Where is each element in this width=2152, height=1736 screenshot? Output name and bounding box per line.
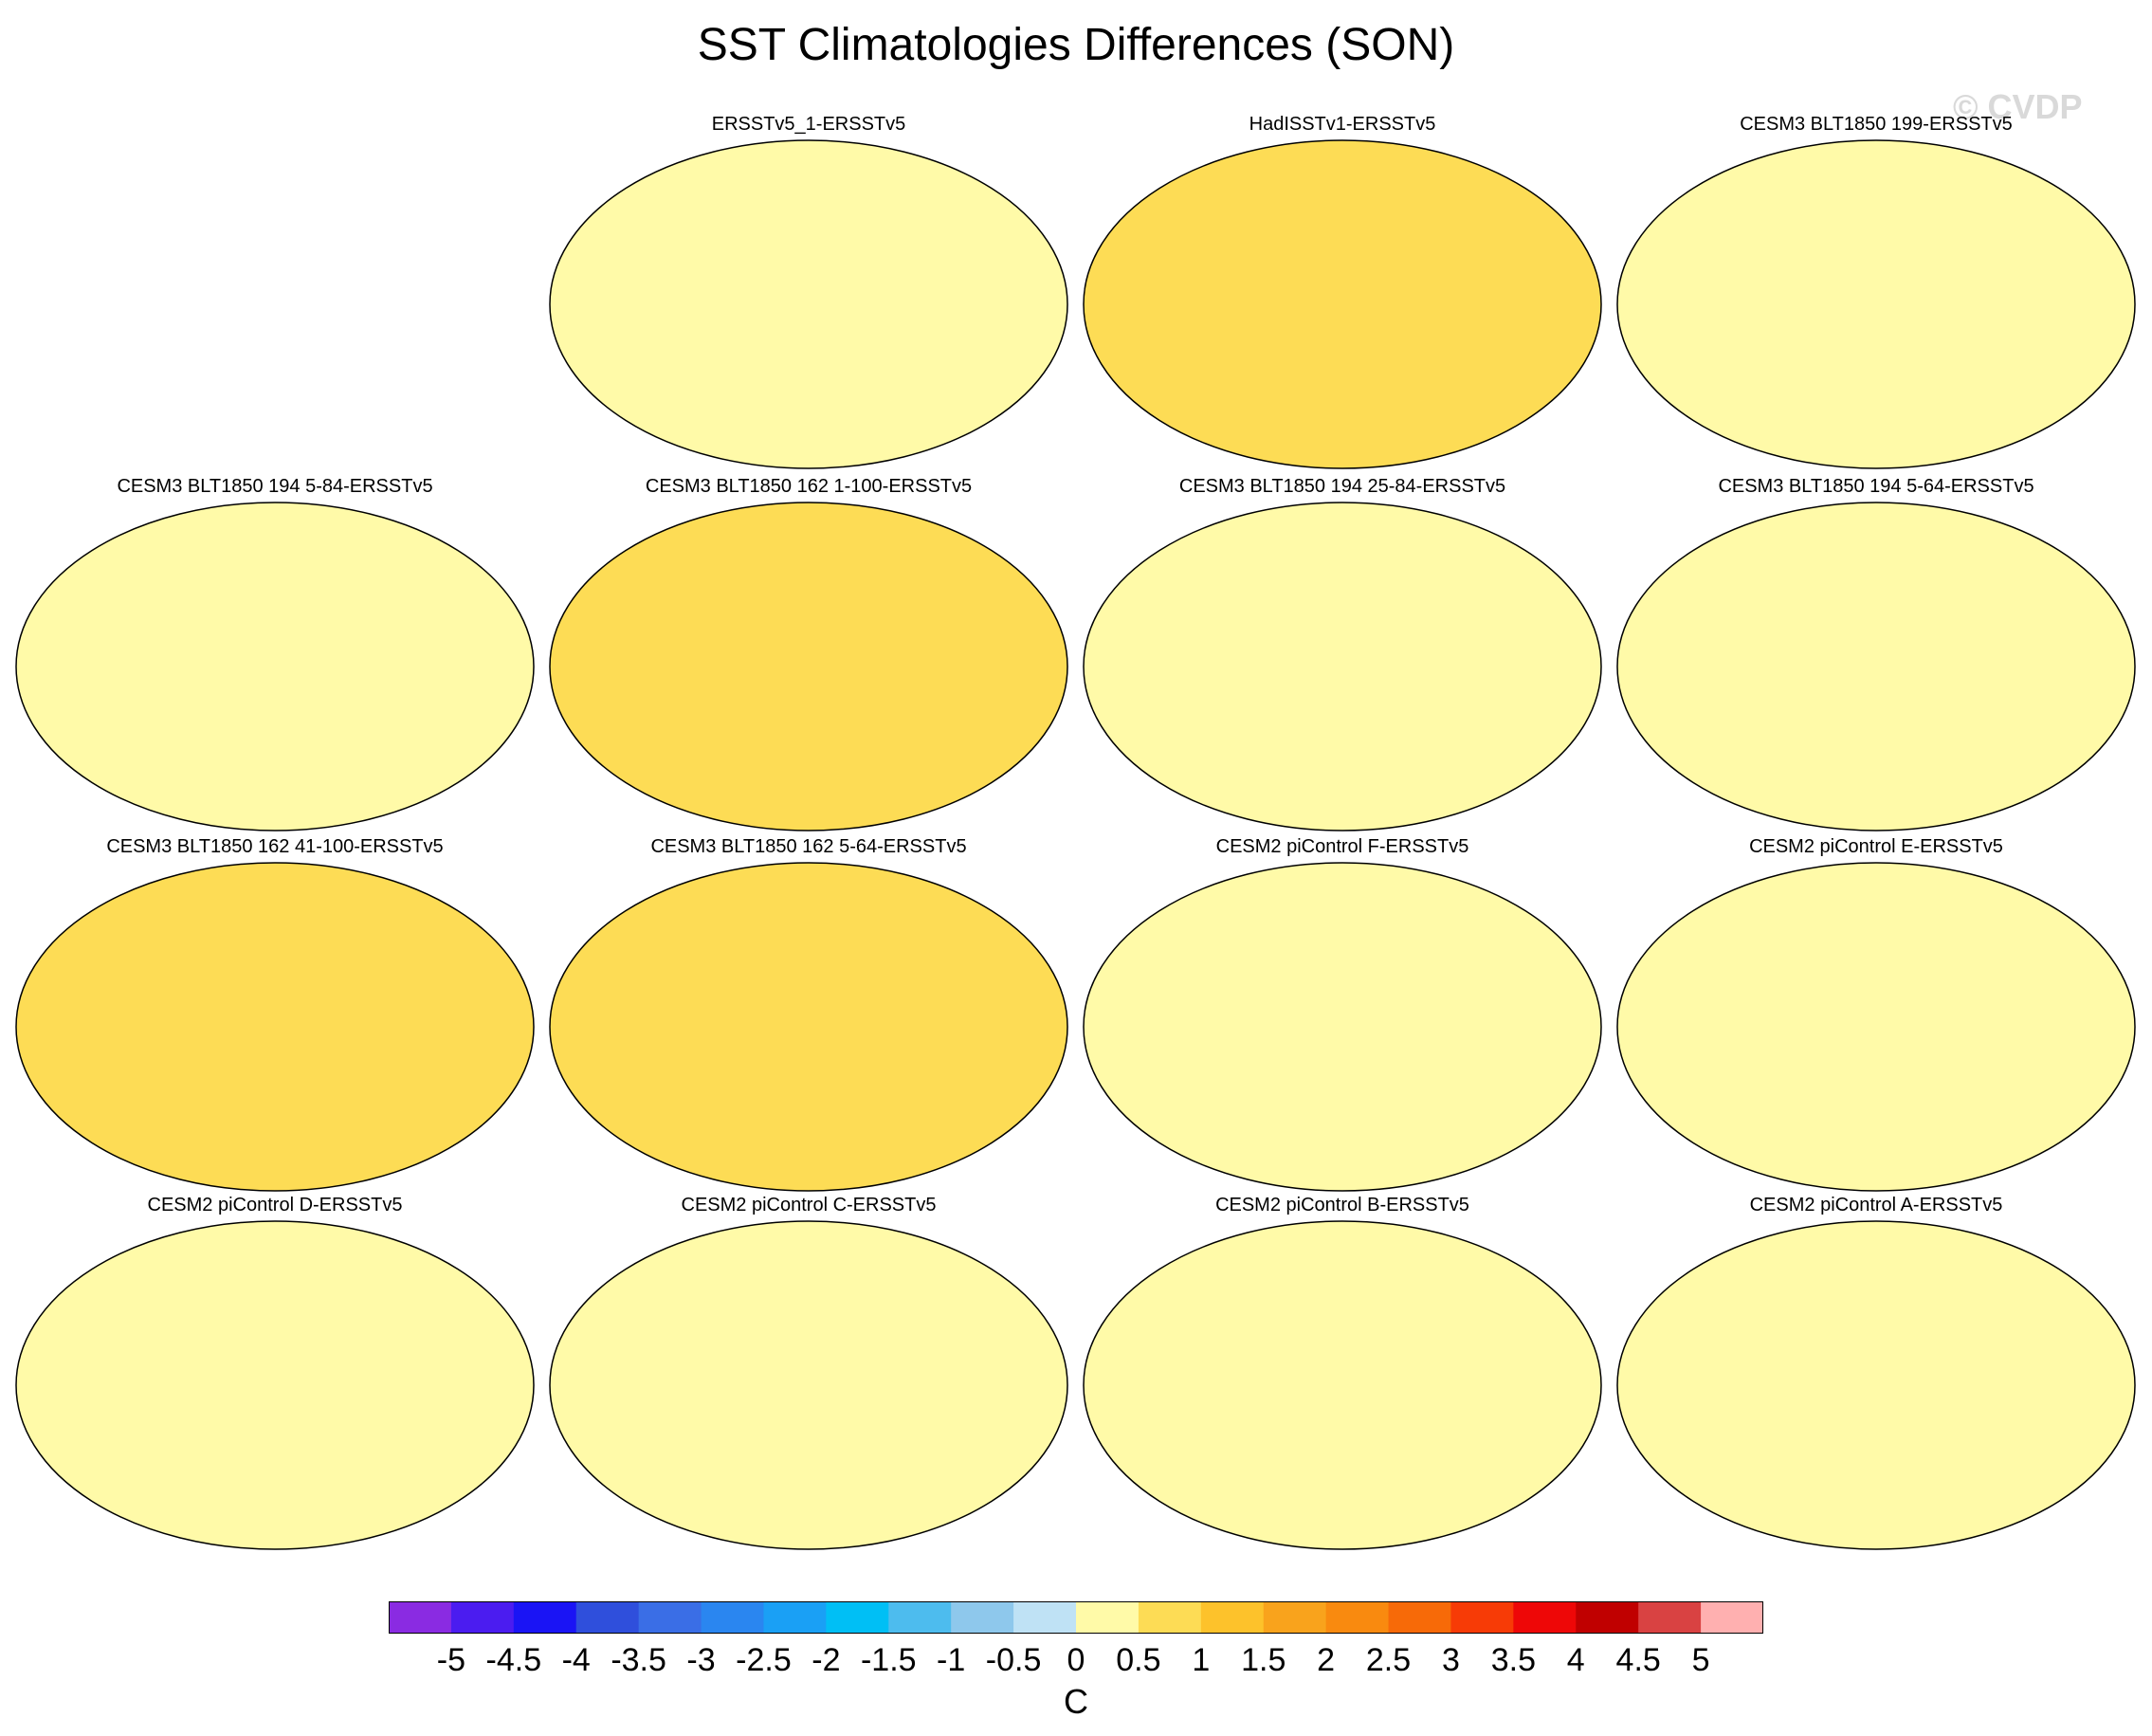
colorbar-swatch (951, 1601, 1014, 1634)
map-panel: CESM3 BLT1850 199-ERSSTv5 (1611, 114, 2142, 476)
panel-title: CESM3 BLT1850 162 41-100-ERSSTv5 (106, 836, 444, 857)
map-panel: HadISSTv1-ERSSTv5 (1077, 114, 1608, 476)
sst-difference-map (549, 862, 1068, 1192)
panel-title: CESM2 piControl B-ERSSTv5 (1215, 1195, 1469, 1215)
map-panel: CESM2 piControl E-ERSSTv5 (1611, 836, 2142, 1198)
colorbar-swatch (1513, 1601, 1577, 1634)
map-panel: CESM2 piControl D-ERSSTv5 (9, 1195, 540, 1557)
colorbar-swatch (1576, 1601, 1639, 1634)
panel-title: CESM3 BLT1850 162 5-64-ERSSTv5 (650, 836, 967, 857)
colorbar-swatch (1263, 1601, 1327, 1634)
colorbar-swatch (1076, 1601, 1140, 1634)
sst-difference-map (15, 1220, 535, 1550)
panel-title: CESM3 BLT1850 199-ERSSTv5 (1740, 114, 2013, 135)
colorbar-units: C (1064, 1682, 1088, 1721)
colorbar-swatch (1388, 1601, 1451, 1634)
map-panel: CESM3 BLT1850 162 5-64-ERSSTv5 (543, 836, 1074, 1198)
sst-difference-map (15, 502, 535, 831)
sst-difference-map (549, 1220, 1068, 1550)
colorbar (389, 1601, 1763, 1634)
colorbar-labels: -5 -4.5 -4 -3.5 -3 -2.5 -2 -1.5 -1 -0.5 0 0.5 1 1.5 2 2… (0, 1642, 2152, 1684)
map-panel: CESM3 BLT1850 162 1-100-ERSSTv5 (543, 476, 1074, 838)
colorbar-swatch (1138, 1601, 1202, 1634)
panel-title: CESM3 BLT1850 162 1-100-ERSSTv5 (645, 476, 973, 497)
panel-title: CESM2 piControl D-ERSSTv5 (147, 1195, 403, 1215)
colorbar-tick-label: -4.5 (485, 1642, 542, 1678)
colorbar-tick-label: -3.5 (611, 1642, 666, 1678)
colorbar-tick-label: 3.5 (1490, 1642, 1536, 1678)
colorbar-tick-label: -1 (937, 1642, 966, 1678)
colorbar-swatch (888, 1601, 952, 1634)
colorbar-tick-label: -0.5 (985, 1642, 1042, 1678)
sst-difference-map (1616, 139, 2136, 469)
colorbar-swatch (763, 1601, 827, 1634)
colorbar-swatch (701, 1601, 764, 1634)
colorbar-tick-label: 2.5 (1365, 1642, 1412, 1678)
colorbar-tick-label: 1 (1192, 1642, 1211, 1678)
map-panel: CESM2 piControl C-ERSSTv5 (543, 1195, 1074, 1557)
colorbar-tick-label: -1.5 (860, 1642, 917, 1678)
colorbar-swatch (1013, 1601, 1077, 1634)
sst-difference-map (1083, 139, 1602, 469)
panel-title: CESM3 BLT1850 194 5-84-ERSSTv5 (117, 476, 433, 497)
colorbar-swatch (638, 1601, 702, 1634)
panel-title: CESM2 piControl F-ERSSTv5 (1215, 836, 1469, 857)
colorbar-tick-label: 0.5 (1116, 1642, 1161, 1678)
panel-title: ERSSTv5_1-ERSSTv5 (711, 114, 906, 135)
figure-title: SST Climatologies Differences (SON) (697, 20, 1455, 70)
colorbar-tick-label: -3 (686, 1642, 716, 1678)
colorbar-swatch (1325, 1601, 1390, 1634)
panel-title: CESM2 piControl E-ERSSTv5 (1749, 836, 2003, 857)
map-panel: CESM2 piControl A-ERSSTv5 (1611, 1195, 2142, 1557)
colorbar-swatch (1638, 1601, 1702, 1634)
map-panel: ERSSTv5_1-ERSSTv5 (543, 114, 1074, 476)
colorbar-tick-label: 1.5 (1241, 1642, 1286, 1678)
sst-difference-map (15, 862, 535, 1192)
colorbar-tick-label: -2 (812, 1642, 841, 1678)
sst-difference-map (1616, 502, 2136, 831)
panel-title: CESM2 piControl A-ERSSTv5 (1749, 1195, 2003, 1215)
sst-difference-map (549, 139, 1068, 469)
colorbar-swatch (1701, 1601, 1763, 1634)
colorbar-tick-label: -4 (561, 1642, 591, 1678)
sst-difference-map (1616, 1220, 2136, 1550)
panel-title: CESM3 BLT1850 194 25-84-ERSSTv5 (1178, 476, 1506, 497)
colorbar-swatch (450, 1601, 515, 1634)
map-panel: CESM3 BLT1850 194 5-64-ERSSTv5 (1611, 476, 2142, 838)
colorbar-tick-label: 4 (1566, 1642, 1585, 1678)
colorbar-tick-label: 2 (1317, 1642, 1336, 1678)
sst-difference-map (1616, 862, 2136, 1192)
colorbar-tick-label: 4.5 (1615, 1642, 1661, 1678)
watermark: © CVDP (1953, 87, 2083, 126)
panel-title: HadISSTv1-ERSSTv5 (1249, 114, 1436, 135)
sst-difference-map (1083, 862, 1602, 1192)
colorbar-swatch (1200, 1601, 1265, 1634)
colorbar-swatch (575, 1601, 640, 1634)
sst-difference-map (549, 502, 1068, 831)
colorbar-tick-label: 3 (1441, 1642, 1460, 1678)
colorbar-tick-label: -5 (436, 1642, 466, 1678)
colorbar-tick-label: 0 (1067, 1642, 1085, 1678)
colorbar-swatch (389, 1601, 452, 1634)
map-panel: CESM3 BLT1850 194 5-84-ERSSTv5 (9, 476, 540, 838)
map-panel: CESM3 BLT1850 194 25-84-ERSSTv5 (1077, 476, 1608, 838)
map-panel: CESM3 BLT1850 162 41-100-ERSSTv5 (9, 836, 540, 1198)
colorbar-tick-label: 5 (1691, 1642, 1710, 1678)
colorbar-swatch (826, 1601, 889, 1634)
colorbar-swatch (1450, 1601, 1514, 1634)
sst-difference-map (1083, 1220, 1602, 1550)
map-panel: CESM2 piControl F-ERSSTv5 (1077, 836, 1608, 1198)
panel-title: CESM3 BLT1850 194 5-64-ERSSTv5 (1718, 476, 2034, 497)
panel-title: CESM2 piControl C-ERSSTv5 (681, 1195, 937, 1215)
colorbar-tick-label: -2.5 (736, 1642, 792, 1678)
colorbar-swatch (513, 1601, 577, 1634)
map-panel: CESM2 piControl B-ERSSTv5 (1077, 1195, 1608, 1557)
sst-difference-map (1083, 502, 1602, 831)
